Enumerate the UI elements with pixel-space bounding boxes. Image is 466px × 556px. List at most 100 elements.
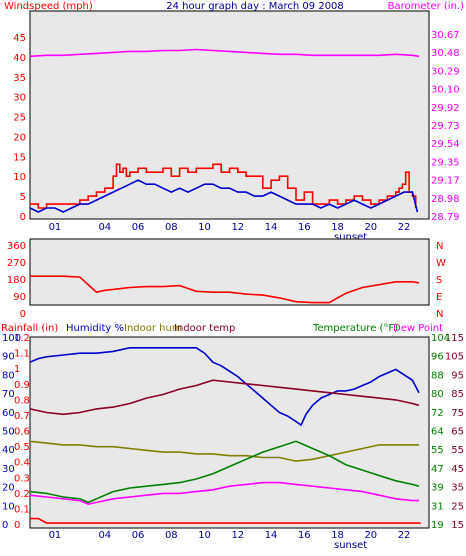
series-dew-pointline <box>29 481 419 506</box>
direction-tick-0: 0 <box>20 309 26 320</box>
barometer-tick-9: 30.48 <box>431 48 460 59</box>
rainfall-tick-2: 0.2 <box>14 489 30 500</box>
temperature-tick-7: 80 <box>431 389 444 400</box>
indoor-tick-1: 25 <box>451 501 464 512</box>
x-tick-01: 01 <box>49 222 62 233</box>
x-tick-14: 14 <box>265 222 278 233</box>
humidity-tick-10: 100 <box>2 333 21 344</box>
x-tick-10: 10 <box>198 222 211 233</box>
barometer-tick-5: 29.73 <box>431 121 460 132</box>
x-tick-12: 12 <box>231 530 244 541</box>
wind-baro-x-tick-labels: 01 04 06 08 10 12 14 16 18 20 22 <box>49 222 411 233</box>
x-tick-18: 18 <box>331 222 344 233</box>
x-tick-06: 06 <box>132 222 145 233</box>
humidity-tick-6: 60 <box>2 408 15 419</box>
series-rainfall-in-line <box>30 517 421 524</box>
windspeed-tick-1: 5 <box>20 192 26 203</box>
series-indoor-humline <box>29 440 419 462</box>
windspeed-tick-6: 30 <box>13 93 26 104</box>
barometer-tick-7: 30.10 <box>431 85 460 96</box>
x-tick-06: 06 <box>132 530 145 541</box>
barometer-tick-2: 29.17 <box>431 176 460 187</box>
rainfall-tick-4: 0.4 <box>14 458 30 469</box>
barometer-tick-8: 30.29 <box>431 66 460 77</box>
rainfall-tick-12: 1.2 <box>14 333 30 344</box>
x-tick-22: 22 <box>398 530 411 541</box>
temperature-tick-4: 55 <box>431 445 444 456</box>
indoor-tick-6: 75 <box>451 408 464 419</box>
humidity-tick-9: 90 <box>2 352 15 363</box>
rainfall-tick-5: 0.5 <box>14 442 30 453</box>
wind-baro-series <box>29 48 420 213</box>
rain-hum-temp-series <box>29 347 421 524</box>
chart-title: 24 hour graph day : March 09 2008 <box>166 1 344 12</box>
barometer-tick-4: 29.54 <box>431 139 460 150</box>
indoor-tick-8: 95 <box>451 370 464 381</box>
x-tick-18: 18 <box>331 530 344 541</box>
rainfall-axis-label: Rainfall (in) <box>1 323 58 334</box>
direction-degree-tick-labels: 0 90 180 270 360 <box>7 241 26 320</box>
x-tick-04: 04 <box>98 222 111 233</box>
windspeed-tick-4: 20 <box>13 132 26 143</box>
barometer-tick-labels: 28.79 28.98 29.17 29.35 29.54 29.73 29.92 30.10… <box>431 30 460 223</box>
x-tick-04: 04 <box>98 530 111 541</box>
barometer-tick-10: 30.67 <box>431 30 460 41</box>
x-tick-16: 16 <box>298 530 311 541</box>
compass-tick-4: N <box>436 241 443 252</box>
temperature-tick-10: 104 <box>431 333 450 344</box>
rain-hum-temp-panel: Rainfall (in) Humidity % Indoor hum Indo… <box>1 323 464 551</box>
windspeed-tick-2: 10 <box>13 172 26 183</box>
compass-tick-3: W <box>436 258 446 269</box>
humidity-tick-1: 10 <box>2 501 15 512</box>
windspeed-tick-9: 45 <box>13 33 26 44</box>
wind-direction-plot-area <box>29 238 430 306</box>
temperature-label: Temperature (°F) <box>312 323 398 334</box>
barometer-tick-1: 28.98 <box>431 194 460 205</box>
x-tick-22: 22 <box>398 222 411 233</box>
humidity-tick-5: 50 <box>2 427 15 438</box>
rainfall-tick-9: 0.9 <box>14 380 30 391</box>
indoor-tick-10: 115 <box>445 333 464 344</box>
series-humidity-line <box>29 347 420 427</box>
humidity-tick-7: 70 <box>2 389 15 400</box>
windspeed-tick-5: 25 <box>13 113 26 124</box>
temperature-tick-5: 64 <box>431 427 444 438</box>
temperature-tick-2: 39 <box>431 483 444 494</box>
windspeed-axis-label: Windspeed (mph) <box>4 1 93 12</box>
series-barometer-line <box>29 48 420 58</box>
temperature-tick-9: 96 <box>431 352 444 363</box>
barometer-axis-label: Barometer (in.) <box>388 1 464 12</box>
rainfall-tick-11: 1.1 <box>14 349 30 360</box>
windspeed-tick-7: 35 <box>13 73 26 84</box>
dew-point-label: Dew Point <box>393 323 443 334</box>
direction-tick-3: 270 <box>7 258 26 269</box>
humidity-tick-3: 30 <box>2 464 15 475</box>
humidity-tick-8: 80 <box>2 370 15 381</box>
windspeed-tick-0: 0 <box>20 212 26 223</box>
rainfall-tick-6: 0.6 <box>14 427 30 438</box>
temperature-tick-labels: 19 31 39 47 55 64 72 80 88 96 104 <box>431 333 450 531</box>
rainfall-tick-3: 0.3 <box>14 473 30 484</box>
indoor-tick-7: 85 <box>451 389 464 400</box>
humidity-tick-4: 40 <box>2 445 15 456</box>
rainfall-tick-1: 0.1 <box>14 504 30 515</box>
x-tick-14: 14 <box>265 530 278 541</box>
temperature-tick-0: 19 <box>431 520 444 531</box>
windspeed-tick-labels: 0 5 10 15 20 25 30 35 40 45 <box>13 33 26 223</box>
humidity-label: Humidity % <box>66 323 124 334</box>
temperature-tick-8: 88 <box>431 370 444 381</box>
compass-tick-1: E <box>436 292 442 303</box>
rain-hum-temp-plot-area <box>29 336 430 529</box>
indoor-hum-label: Indoor hum <box>124 323 182 334</box>
wind-baro-plot-area <box>29 10 430 220</box>
series-direction-line <box>30 275 420 304</box>
x-tick-08: 08 <box>165 530 178 541</box>
series-average-line <box>29 179 419 213</box>
rain-hum-temp-x-tick-labels: 01 04 06 08 10 12 14 16 18 20 22 <box>49 530 411 541</box>
indoor-tick-2: 35 <box>451 483 464 494</box>
rainfall-tick-8: 0.8 <box>14 395 30 406</box>
x-tick-12: 12 <box>231 222 244 233</box>
